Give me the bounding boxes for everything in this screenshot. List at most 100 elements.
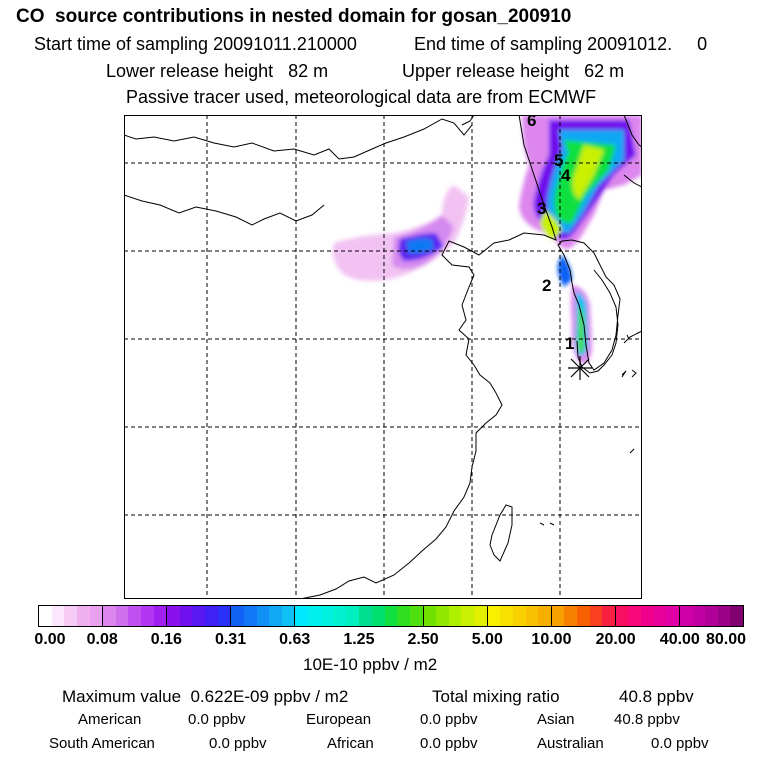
map-panel: 1 2 3 4 5 6 bbox=[124, 115, 642, 599]
colorbar-swatch bbox=[179, 606, 193, 626]
colorbar-swatch bbox=[589, 606, 603, 626]
colorbar-tick-label: 80.00 bbox=[705, 631, 747, 648]
colorbar-swatch bbox=[409, 606, 423, 626]
colorbar-segment bbox=[103, 606, 168, 626]
colorbar-swatch bbox=[231, 606, 244, 626]
colorbar-tick-label: 0.00 bbox=[34, 631, 66, 648]
region-value-american: 0.0 ppbv bbox=[188, 711, 246, 728]
colorbar-swatch bbox=[602, 606, 615, 626]
region-name-american: American bbox=[78, 711, 142, 728]
colorbar-swatch bbox=[269, 606, 282, 626]
colorbar-swatch bbox=[89, 606, 103, 626]
colorbar-swatch bbox=[628, 606, 642, 626]
colorbar-swatch bbox=[666, 606, 679, 626]
region-name-australian: Australian bbox=[537, 735, 604, 752]
start-time-label: Start time of sampling 20091011.210000 bbox=[34, 34, 357, 54]
region-name-african: African bbox=[327, 735, 374, 752]
colorbar-swatch bbox=[320, 606, 334, 626]
colorbar-swatch bbox=[653, 606, 667, 626]
colorbar-swatch bbox=[512, 606, 526, 626]
colorbar-segment bbox=[167, 606, 232, 626]
colorbar-swatch bbox=[308, 606, 321, 626]
total-mixing-value: 40.8 ppbv bbox=[619, 687, 694, 706]
colorbar-swatch bbox=[641, 606, 654, 626]
colorbar-swatch bbox=[205, 606, 218, 626]
colorbar-unit: 10E-10 ppbv / m2 bbox=[303, 655, 438, 674]
trajectory-label-4: 4 bbox=[561, 166, 571, 185]
colorbar-swatch bbox=[281, 606, 295, 626]
colorbar-swatch bbox=[551, 606, 565, 626]
colorbar-swatch bbox=[345, 606, 359, 626]
colorbar-swatch bbox=[295, 606, 308, 626]
colorbar-swatch bbox=[243, 606, 257, 626]
colorbar-swatch bbox=[39, 606, 52, 626]
colorbar-swatch bbox=[487, 606, 501, 626]
colorbar-tick-label: 20.00 bbox=[595, 631, 636, 648]
colorbar-segment bbox=[487, 606, 552, 626]
colorbar-swatch bbox=[615, 606, 629, 626]
colorbar-swatch bbox=[51, 606, 65, 626]
region-value-south-american: 0.0 ppbv bbox=[209, 735, 267, 752]
colorbar-swatch bbox=[500, 606, 513, 626]
upper-release-height: Upper release height 62 m bbox=[402, 61, 625, 81]
lat-lon-grid bbox=[124, 115, 642, 599]
trajectory-label-1: 1 bbox=[565, 334, 575, 353]
colorbar-swatch bbox=[256, 606, 270, 626]
colorbar-swatch bbox=[705, 606, 718, 626]
colorbar-swatch bbox=[140, 606, 154, 626]
colorbar-swatch bbox=[564, 606, 577, 626]
colorbar-tick-label: 1.25 bbox=[343, 631, 375, 648]
colorbar-tick-label: 40.00 bbox=[659, 631, 700, 648]
receptor-star-icon bbox=[568, 356, 592, 380]
colorbar-swatch bbox=[679, 606, 693, 626]
colorbar-swatch bbox=[525, 606, 539, 626]
concentration-field bbox=[332, 115, 642, 364]
colorbar-tick-label: 0.31 bbox=[214, 631, 247, 648]
colorbar-segment bbox=[295, 606, 360, 626]
end-time-label: End time of sampling 20091012. 0 bbox=[414, 34, 708, 54]
trajectory-label-2: 2 bbox=[542, 276, 552, 295]
colorbar-swatch bbox=[461, 606, 475, 626]
colorbar-swatch bbox=[448, 606, 462, 626]
colorbar-swatch bbox=[103, 606, 116, 626]
colorbar-swatch bbox=[423, 606, 437, 626]
colorbar-swatch bbox=[538, 606, 551, 626]
colorbar bbox=[38, 605, 744, 627]
colorbar-swatch bbox=[730, 606, 744, 626]
colorbar-swatch bbox=[372, 606, 385, 626]
colorbar-swatch bbox=[717, 606, 731, 626]
colorbar-swatch bbox=[153, 606, 167, 626]
lower-release-height: Lower release height 82 m bbox=[106, 61, 329, 81]
region-value-australian: 0.0 ppbv bbox=[651, 735, 709, 752]
colorbar-swatch bbox=[217, 606, 231, 626]
colorbar-swatch bbox=[397, 606, 410, 626]
region-value-european: 0.0 ppbv bbox=[420, 711, 478, 728]
trajectory-label-3: 3 bbox=[537, 199, 547, 218]
region-name-south-american: South American bbox=[49, 735, 155, 752]
colorbar-segment bbox=[551, 606, 616, 626]
colorbar-swatch bbox=[333, 606, 346, 626]
colorbar-swatch bbox=[115, 606, 129, 626]
colorbar-tick-label: 0.16 bbox=[150, 631, 182, 648]
colorbar-tick-label: 2.50 bbox=[407, 631, 439, 648]
colorbar-swatch bbox=[384, 606, 398, 626]
colorbar-swatch bbox=[359, 606, 373, 626]
colorbar-swatch bbox=[76, 606, 90, 626]
colorbar-segment bbox=[359, 606, 424, 626]
total-mixing-label: Total mixing ratio bbox=[432, 687, 560, 706]
plot-title: CO source contributions in nested domain… bbox=[16, 6, 572, 27]
tracer-info: Passive tracer used, meteorological data… bbox=[126, 87, 597, 107]
colorbar-segment bbox=[423, 606, 488, 626]
colorbar-swatch bbox=[64, 606, 77, 626]
region-value-african: 0.0 ppbv bbox=[420, 735, 478, 752]
colorbar-swatch bbox=[192, 606, 206, 626]
maximum-value: Maximum value 0.622E-09 ppbv / m2 bbox=[62, 687, 349, 706]
trajectory-label-6: 6 bbox=[527, 115, 537, 130]
colorbar-swatch bbox=[167, 606, 180, 626]
colorbar-swatch bbox=[577, 606, 590, 626]
colorbar-swatch bbox=[692, 606, 706, 626]
map-svg bbox=[124, 115, 642, 599]
colorbar-swatch bbox=[474, 606, 487, 626]
region-name-european: European bbox=[306, 711, 372, 728]
trajectory-label-5: 5 bbox=[554, 151, 564, 170]
